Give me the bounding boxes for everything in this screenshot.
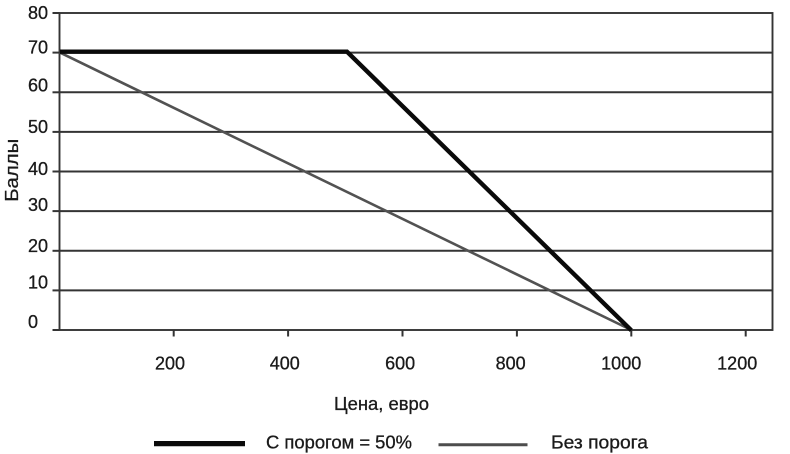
svg-text:Без порога: Без порога: [551, 433, 649, 453]
svg-text:С порогом = 50%: С порогом = 50%: [266, 433, 412, 453]
svg-text:80: 80: [28, 3, 48, 23]
svg-text:30: 30: [28, 195, 48, 215]
svg-text:Цена, евро: Цена, евро: [334, 394, 429, 414]
svg-text:Баллы: Баллы: [2, 139, 22, 202]
svg-text:50: 50: [28, 117, 48, 137]
svg-text:1000: 1000: [601, 354, 641, 374]
svg-text:70: 70: [28, 38, 48, 58]
svg-text:0: 0: [28, 312, 38, 332]
svg-text:1200: 1200: [717, 354, 757, 374]
svg-text:40: 40: [28, 159, 48, 179]
svg-text:60: 60: [28, 76, 48, 96]
svg-text:200: 200: [155, 354, 185, 374]
svg-text:800: 800: [496, 354, 526, 374]
svg-text:20: 20: [28, 236, 48, 256]
svg-text:400: 400: [270, 354, 300, 374]
svg-text:10: 10: [28, 273, 48, 293]
svg-text:600: 600: [385, 354, 415, 374]
